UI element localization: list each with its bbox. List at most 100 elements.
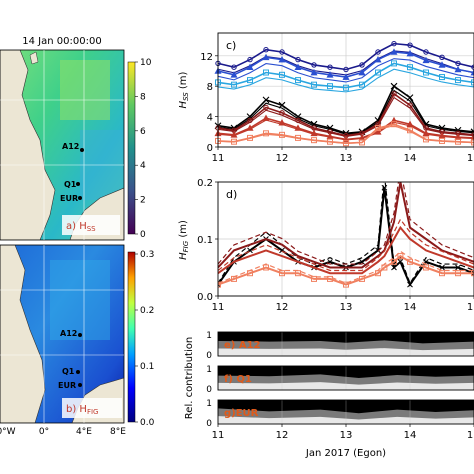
series-line bbox=[217, 42, 474, 71]
map-lon-tick-label: 0° bbox=[39, 427, 49, 437]
rel-xlabel: Jan 2017 (Egon) bbox=[305, 448, 386, 459]
data-point bbox=[343, 66, 349, 73]
data-point bbox=[374, 128, 382, 135]
data-point bbox=[358, 68, 366, 76]
data-point bbox=[327, 64, 333, 70]
data-point bbox=[375, 121, 381, 127]
data-point bbox=[381, 184, 388, 191]
data-point bbox=[390, 82, 398, 90]
data-point bbox=[294, 124, 302, 131]
colorbar-hfig-tick-label: 0.2 bbox=[140, 306, 154, 316]
station-q1-marker-b bbox=[76, 370, 80, 374]
series-line-dashed bbox=[218, 182, 474, 265]
data-point bbox=[470, 134, 474, 141]
x-tick-label: 11 bbox=[212, 153, 225, 164]
data-point bbox=[391, 60, 397, 67]
rel-row: f) Q1 1 0 bbox=[206, 365, 474, 395]
data-point bbox=[423, 49, 429, 55]
panel-c: 0 4 8 12 11 12 13 14 1 c) HSS (m) bbox=[178, 32, 474, 164]
data-point bbox=[407, 258, 413, 265]
data-point bbox=[326, 71, 334, 78]
data-point bbox=[375, 247, 381, 254]
data-point bbox=[439, 270, 445, 277]
data-point bbox=[311, 137, 317, 144]
y-tick-label: 4 bbox=[207, 113, 213, 124]
station-q1-label: Q1 bbox=[64, 180, 77, 189]
data-point bbox=[263, 104, 269, 111]
panel-a-label: a) HSS bbox=[66, 221, 96, 233]
data-point bbox=[230, 71, 238, 78]
station-q1-label-b: Q1 bbox=[62, 367, 75, 376]
data-point bbox=[327, 138, 333, 145]
data-point bbox=[455, 60, 461, 67]
series-line bbox=[217, 92, 474, 137]
x-tick-label: 1 bbox=[467, 153, 473, 164]
data-point bbox=[279, 131, 285, 138]
data-point bbox=[406, 120, 414, 127]
data-point bbox=[311, 275, 317, 282]
rel-row-label: g)EUR bbox=[224, 408, 259, 419]
station-q1-marker bbox=[76, 182, 80, 186]
data-point bbox=[262, 53, 270, 61]
data-point bbox=[455, 138, 461, 145]
panel-b-label: b) HFIG bbox=[66, 404, 98, 416]
data-point bbox=[470, 68, 474, 76]
x-tick-label: 11 bbox=[212, 302, 225, 313]
data-point bbox=[397, 253, 404, 260]
map-hss bbox=[0, 50, 124, 240]
axes-frame bbox=[217, 32, 474, 148]
data-point bbox=[231, 138, 237, 145]
data-point bbox=[231, 275, 237, 282]
data-point bbox=[471, 270, 474, 277]
series-line-member bbox=[217, 125, 474, 145]
data-point bbox=[295, 77, 301, 84]
y-tick-label: 0.1 bbox=[197, 235, 213, 246]
data-point bbox=[343, 281, 349, 288]
data-point bbox=[359, 258, 365, 265]
data-point bbox=[390, 48, 398, 55]
data-point bbox=[375, 69, 381, 76]
data-point bbox=[423, 264, 429, 271]
data-point bbox=[295, 270, 301, 277]
data-point bbox=[263, 69, 269, 76]
data-point bbox=[294, 63, 302, 70]
x-tick-label: 1 bbox=[467, 302, 473, 313]
data-point bbox=[279, 110, 285, 116]
data-point bbox=[359, 275, 365, 282]
data-point bbox=[359, 62, 365, 68]
data-point bbox=[310, 68, 318, 76]
panel-d-label: d) bbox=[226, 188, 237, 201]
data-point bbox=[231, 64, 237, 70]
x-tick-label: 14 bbox=[404, 430, 417, 441]
y-tick-label: 0 bbox=[206, 351, 212, 361]
data-point bbox=[279, 71, 285, 78]
data-point bbox=[247, 270, 253, 277]
data-point bbox=[407, 281, 413, 288]
data-point bbox=[407, 64, 413, 71]
y-tick-label: 1 bbox=[206, 365, 212, 375]
series-line bbox=[218, 182, 474, 269]
data-point bbox=[375, 125, 381, 131]
data-point bbox=[397, 258, 404, 265]
x-tick-label: 13 bbox=[340, 153, 353, 164]
colorbar-hss-tick-label: 2 bbox=[140, 196, 146, 206]
x-tick-label: 11 bbox=[212, 430, 225, 441]
data-point bbox=[327, 275, 333, 282]
rel-row-label: f) Q1 bbox=[224, 374, 252, 385]
data-point bbox=[230, 131, 238, 138]
data-point bbox=[391, 40, 397, 47]
station-eur-marker bbox=[78, 196, 82, 200]
data-point bbox=[455, 264, 461, 271]
data-point bbox=[391, 264, 397, 271]
data-point bbox=[375, 270, 381, 277]
rel-row-label: e) A12 bbox=[224, 340, 261, 351]
data-point bbox=[247, 56, 253, 63]
panel-d: 0.0 0.1 0.2 11 12 13 14 1 d) HFIG (m) bbox=[178, 178, 474, 313]
y-tick-label: 0 bbox=[206, 419, 212, 429]
data-point bbox=[423, 136, 429, 143]
data-point bbox=[327, 83, 333, 90]
axes-frame bbox=[217, 365, 474, 391]
rel-row: g)EUR 1 0 bbox=[206, 399, 474, 429]
data-point bbox=[247, 77, 253, 84]
